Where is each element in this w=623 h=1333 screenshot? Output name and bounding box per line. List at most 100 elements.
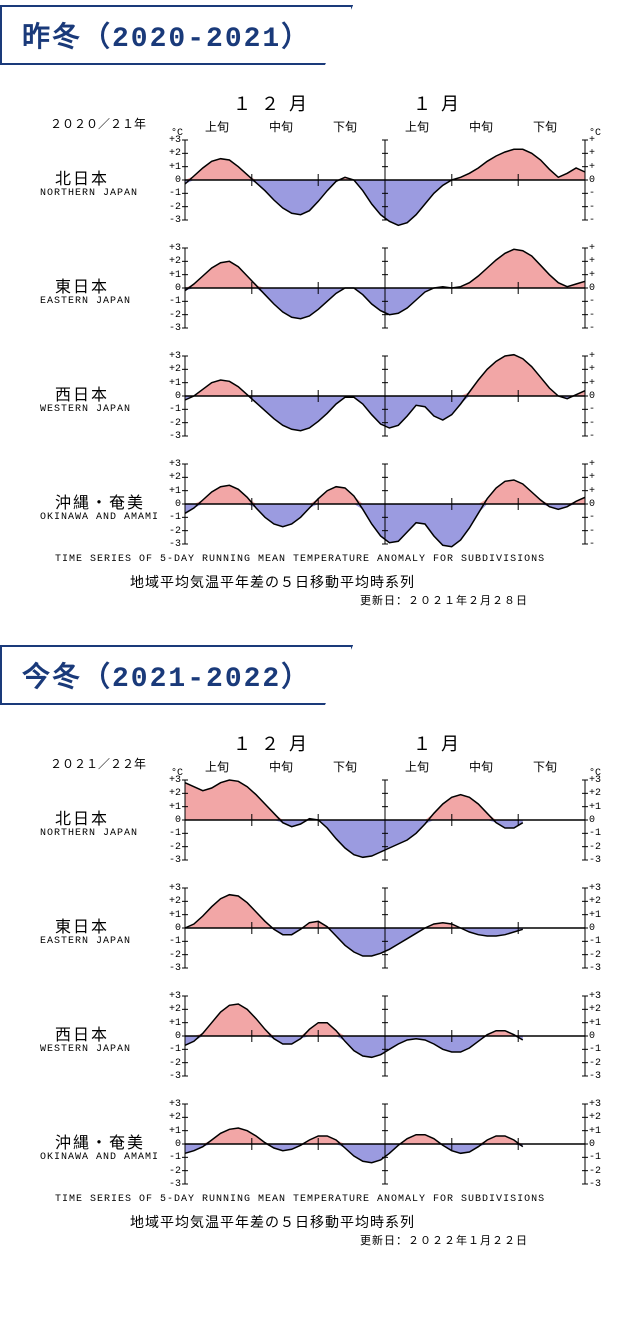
ytick: 0 (161, 815, 181, 826)
region-jp: 東日本 (55, 273, 109, 297)
ytick: -1 (161, 404, 181, 415)
ytick: -2 (161, 310, 181, 321)
ytick: -3 (589, 1071, 609, 1082)
ytick: -3 (161, 431, 181, 442)
period-label: 中旬 (269, 758, 293, 775)
region-en: EASTERN JAPAN (40, 296, 131, 307)
region-en: WESTERN JAPAN (40, 404, 131, 415)
ytick: + (589, 162, 609, 173)
ytick: -2 (161, 950, 181, 961)
ytick: +2 (161, 1112, 181, 1123)
anomaly-chart (185, 888, 585, 968)
ytick: - (589, 188, 609, 199)
ytick: 0 (161, 499, 181, 510)
banner-this-winter: 今冬（2021-2022） (0, 645, 353, 705)
ytick: +3 (161, 1099, 181, 1110)
ytick: 0 (589, 815, 609, 826)
ytick: +1 (161, 802, 181, 813)
ytick: +3 (589, 883, 609, 894)
ytick: + (589, 472, 609, 483)
region-jp: 北日本 (55, 805, 109, 829)
period-label: 下旬 (533, 758, 557, 775)
ytick: +2 (589, 896, 609, 907)
ytick: -1 (589, 936, 609, 947)
ytick: 0 (589, 499, 609, 510)
ytick: -3 (161, 855, 181, 866)
ytick: -1 (589, 828, 609, 839)
ytick: -3 (161, 1071, 181, 1082)
ytick: +3 (161, 135, 181, 146)
ytick: - (589, 296, 609, 307)
ytick: - (589, 512, 609, 523)
ytick: -3 (161, 323, 181, 334)
ytick: -1 (161, 828, 181, 839)
region-en: WESTERN JAPAN (40, 1044, 131, 1055)
period-label: 中旬 (469, 758, 493, 775)
ytick: +3 (161, 883, 181, 894)
region-jp: 沖縄・奄美 (55, 1129, 145, 1153)
ytick: 0 (161, 1139, 181, 1150)
ytick: -2 (161, 202, 181, 213)
ytick: -3 (589, 1179, 609, 1190)
ytick: + (589, 364, 609, 375)
ytick: -2 (161, 842, 181, 853)
period-label: 中旬 (269, 118, 293, 135)
ytick: 0 (161, 283, 181, 294)
ytick: 0 (161, 923, 181, 934)
ytick: -1 (589, 1044, 609, 1055)
ytick: -2 (589, 950, 609, 961)
ytick: -2 (161, 1058, 181, 1069)
year-range: ２０２０／２１年 (50, 115, 146, 132)
ytick: +1 (161, 270, 181, 281)
ytick: +1 (589, 1018, 609, 1029)
month-dec: １２月 (233, 90, 317, 116)
ytick: -2 (161, 1166, 181, 1177)
ytick: - (589, 526, 609, 537)
anomaly-chart (185, 356, 585, 436)
ytick: - (589, 539, 609, 550)
ytick: -2 (589, 1058, 609, 1069)
ytick: +2 (161, 1004, 181, 1015)
ytick: +2 (161, 788, 181, 799)
region-en: OKINAWA AND AMAMI (40, 512, 159, 523)
ytick: 0 (161, 1031, 181, 1042)
anomaly-chart (185, 464, 585, 544)
anomaly-chart (185, 140, 585, 220)
period-label: 下旬 (333, 118, 357, 135)
ytick: -1 (161, 1152, 181, 1163)
ytick: +3 (161, 775, 181, 786)
region-jp: 北日本 (55, 165, 109, 189)
ytick: +3 (589, 1099, 609, 1110)
period-label: 中旬 (469, 118, 493, 135)
ytick: - (589, 431, 609, 442)
period-label: 上旬 (405, 758, 429, 775)
ytick: -1 (161, 936, 181, 947)
ytick: - (589, 418, 609, 429)
ytick: -3 (161, 1179, 181, 1190)
ytick: +2 (161, 896, 181, 907)
ytick: 0 (589, 175, 609, 186)
ytick: +1 (161, 378, 181, 389)
ytick: - (589, 202, 609, 213)
region-jp: 西日本 (55, 381, 109, 405)
period-label: 上旬 (205, 118, 229, 135)
ytick: +1 (161, 1126, 181, 1137)
ytick: -3 (589, 855, 609, 866)
region-jp: 西日本 (55, 1021, 109, 1045)
caption-en: TIME SERIES OF 5-DAY RUNNING MEAN TEMPER… (55, 554, 545, 565)
ytick: +2 (589, 1004, 609, 1015)
section-last-winter: 昨冬（2020-2021） ２０２０／２１年１２月１月上旬中旬下旬上旬中旬下旬北… (0, 0, 623, 640)
ytick: -1 (161, 512, 181, 523)
ytick: -3 (161, 963, 181, 974)
anomaly-chart (185, 996, 585, 1076)
update-date: 更新日：２０２１年２月２８日 (360, 592, 528, 608)
ytick: +3 (161, 351, 181, 362)
ytick: - (589, 404, 609, 415)
ytick: -2 (589, 1166, 609, 1177)
month-jan: １月 (413, 90, 469, 116)
ytick: +1 (161, 162, 181, 173)
ytick: -2 (161, 526, 181, 537)
anomaly-chart (185, 248, 585, 328)
ytick: +3 (589, 775, 609, 786)
ytick: -1 (161, 188, 181, 199)
